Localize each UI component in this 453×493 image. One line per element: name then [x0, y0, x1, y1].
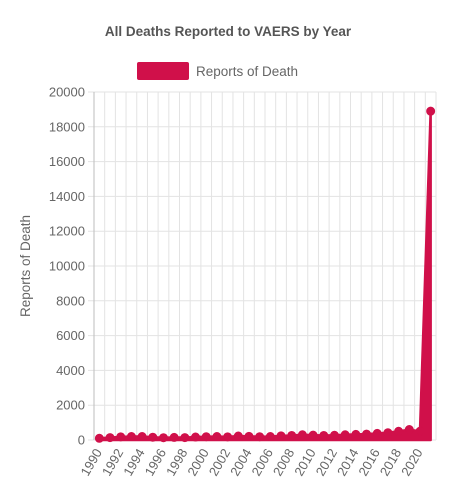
x-tick-label: 2006 — [248, 446, 275, 479]
data-point[interactable] — [340, 430, 350, 440]
data-point[interactable] — [116, 432, 126, 442]
data-point[interactable] — [362, 429, 372, 439]
x-tick-label: 2012 — [313, 446, 340, 479]
chart-title: All Deaths Reported to VAERS by Year — [105, 24, 352, 39]
data-point[interactable] — [158, 433, 168, 443]
y-tick-label: 16000 — [49, 154, 85, 169]
data-point[interactable] — [180, 433, 190, 443]
data-point[interactable] — [94, 433, 104, 443]
data-point[interactable] — [137, 432, 147, 442]
data-point[interactable] — [244, 431, 254, 441]
legend-swatch — [137, 62, 189, 80]
y-tick-label: 2000 — [56, 398, 85, 413]
x-tick-label: 2016 — [355, 446, 382, 479]
data-point[interactable] — [394, 426, 404, 436]
data-point[interactable] — [105, 433, 115, 443]
legend[interactable]: Reports of Death — [137, 62, 298, 80]
y-tick-label: 8000 — [56, 293, 85, 308]
x-tick-label: 2000 — [184, 446, 211, 479]
y-tick-label: 6000 — [56, 328, 85, 343]
y-axis-title: Reports of Death — [18, 215, 33, 317]
data-point[interactable] — [233, 431, 243, 441]
data-point[interactable] — [223, 432, 233, 442]
y-tick-label: 14000 — [49, 189, 85, 204]
data-point[interactable] — [276, 431, 286, 441]
data-point[interactable] — [201, 432, 211, 442]
x-tick-label: 1994 — [120, 446, 147, 479]
x-tick-label: 2002 — [206, 446, 233, 479]
x-axis-ticks: 1990199219941996199820002002200420062008… — [77, 446, 425, 479]
x-tick-label: 2020 — [398, 446, 425, 479]
x-tick-label: 2004 — [227, 446, 254, 479]
x-tick-label: 2018 — [377, 446, 404, 479]
data-point[interactable] — [297, 430, 307, 440]
data-point[interactable] — [287, 430, 297, 440]
y-tick-label: 18000 — [49, 119, 85, 134]
data-point[interactable] — [308, 430, 318, 440]
x-tick-label: 1996 — [142, 446, 169, 479]
data-point[interactable] — [383, 428, 393, 438]
x-tick-label: 1992 — [99, 446, 126, 479]
legend-label: Reports of Death — [196, 64, 298, 79]
y-tick-label: 20000 — [49, 85, 85, 100]
data-point[interactable] — [265, 432, 275, 442]
grid — [88, 91, 437, 441]
data-point[interactable] — [255, 432, 265, 442]
data-point[interactable] — [319, 430, 329, 440]
x-tick-label: 1990 — [77, 446, 104, 479]
y-tick-label: 0 — [78, 433, 85, 448]
x-tick-label: 1998 — [163, 446, 190, 479]
data-point[interactable] — [404, 425, 414, 435]
data-point[interactable] — [351, 429, 361, 439]
data-point[interactable] — [426, 106, 436, 116]
y-tick-label: 10000 — [49, 259, 85, 274]
data-point[interactable] — [148, 432, 158, 442]
data-point[interactable] — [329, 430, 339, 440]
data-point[interactable] — [191, 432, 201, 442]
data-point[interactable] — [169, 432, 179, 442]
y-tick-label: 4000 — [56, 363, 85, 378]
x-tick-label: 2008 — [270, 446, 297, 479]
data-point[interactable] — [126, 432, 136, 442]
data-point[interactable] — [415, 426, 425, 436]
data-point[interactable] — [212, 432, 222, 442]
x-tick-label: 2014 — [334, 446, 361, 479]
x-tick-label: 2010 — [291, 446, 318, 479]
data-points — [94, 106, 436, 443]
data-point[interactable] — [372, 428, 382, 438]
y-axis-ticks: 0 2000 4000 6000 8000 10000 12000 14000 16000 180… — [49, 85, 85, 448]
y-tick-label: 12000 — [49, 224, 85, 239]
